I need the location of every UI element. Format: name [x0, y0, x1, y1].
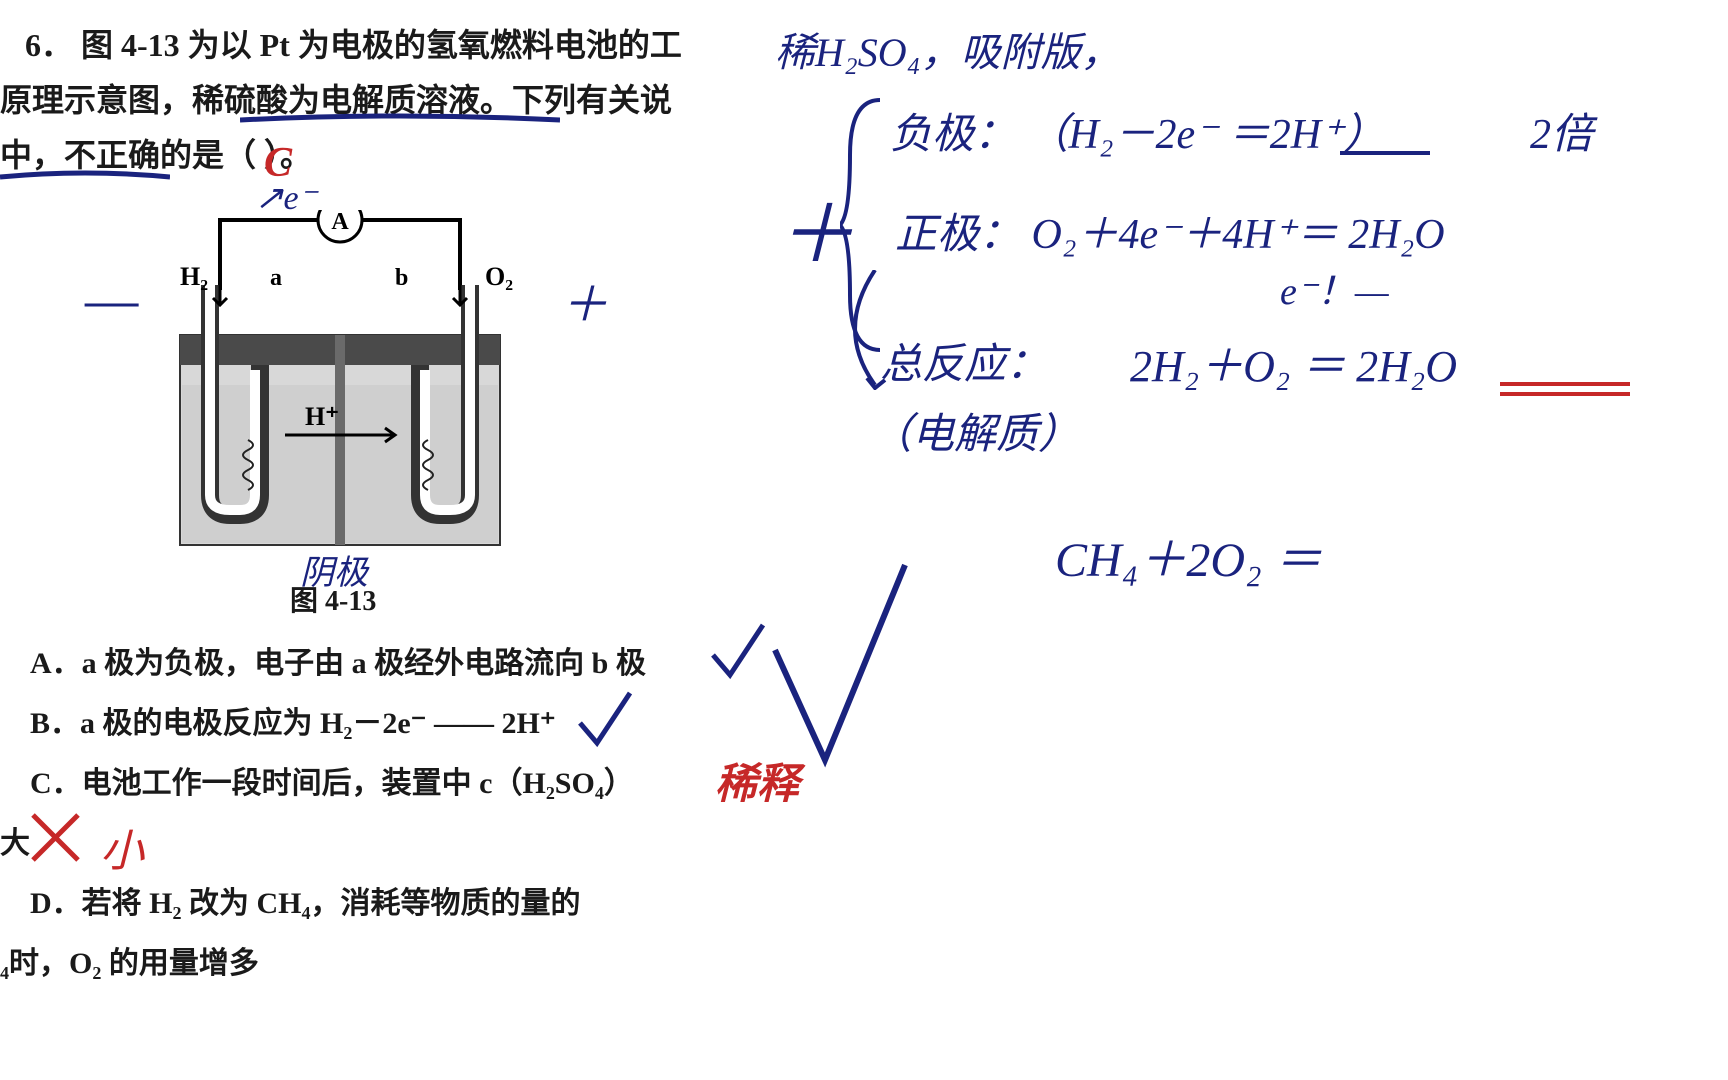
ammeter-label: A	[331, 210, 349, 235]
figure-label: 图 4-13	[290, 580, 376, 625]
sum-label-text: 总反应：	[880, 342, 1048, 388]
check-a	[708, 620, 768, 690]
diagram-svg: A H⁺ H₂ a b O₂	[130, 210, 550, 590]
hw-minus-left: —	[85, 265, 138, 334]
hw-plus-right: ＋	[560, 265, 608, 335]
option-c-trail: 大	[0, 820, 30, 868]
big-check	[770, 560, 910, 780]
question-number: 6．	[25, 27, 73, 63]
question-line-1: 6． 图 4-13 为以 Pt 为电极的氢氧燃料电池的工	[25, 20, 682, 71]
h2-label: H₂	[180, 262, 208, 291]
option-a: A．a 极为负极，电子由 a 极经外电路流向 b 极	[30, 640, 646, 688]
check-b	[575, 688, 635, 758]
option-d-trail: ₄时，O₂ 的用量增多	[0, 940, 259, 988]
pos-label-text: 正极：	[895, 212, 1021, 258]
option-c: C．电池工作一段时间后，装置中 c（H₂SO₄）	[30, 760, 634, 808]
hw-top-note: 稀H₂SO₄，吸附版，	[775, 20, 1121, 78]
option-d: D．若将 H₂ 改为 CH₄，消耗等物质的量的	[30, 880, 581, 928]
b-label: b	[395, 265, 408, 291]
cross-c	[28, 810, 88, 870]
question-text-1: 图 4-13 为以 Pt 为电极的氢氧燃料电池的工	[81, 27, 682, 63]
hw-paren-note: （电解质）	[870, 400, 1080, 461]
hw-sum: 总反应：	[880, 330, 1048, 391]
neg-underline	[1340, 148, 1430, 158]
neg-label-text: 负极：	[890, 112, 1016, 158]
neg-eq-text: （H₂－2e⁻ ＝2H⁺）	[1027, 112, 1386, 158]
option-b: B．a 极的电极反应为 H₂－2e⁻ —— 2H⁺	[30, 700, 556, 748]
hw-e-excl: e⁻！—	[1280, 260, 1389, 315]
hw-neg-mult: 2倍	[1530, 100, 1593, 161]
o2-label: O₂	[485, 262, 513, 291]
underline-2	[0, 165, 170, 185]
hw-ch4: CH₄＋2O₂ ＝	[1055, 520, 1322, 590]
h-plus-label: H⁺	[305, 402, 339, 431]
underline-1	[240, 110, 560, 130]
fuel-cell-diagram: A H⁺ H₂ a b O₂	[130, 210, 550, 590]
hw-neg-label: 负极： （H₂－2e⁻ ＝2H⁺）	[890, 100, 1385, 161]
hw-sum-eq: 2H₂＋O₂ ＝ 2H₂O	[1130, 330, 1457, 394]
pos-eq-text: O₂＋4e⁻＋4H⁺＝ 2H₂O	[1032, 212, 1445, 258]
hw-e-arrow: ↗e⁻	[255, 178, 317, 218]
hw-xiao: 小	[100, 815, 144, 879]
a-label: a	[270, 265, 282, 291]
red-dbl-underline	[1500, 380, 1630, 400]
hw-pos: 正极： O₂＋4e⁻＋4H⁺＝ 2H₂O	[895, 200, 1445, 261]
